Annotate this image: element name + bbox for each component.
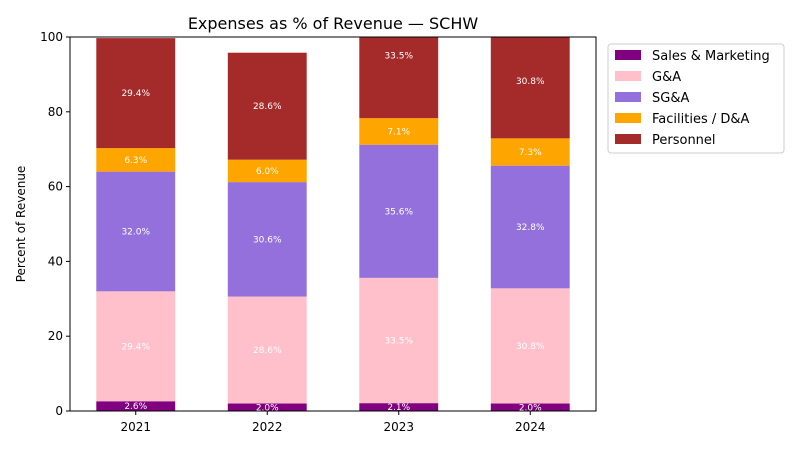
bar-segment-2023-4 <box>359 37 439 119</box>
bar-label-2023-4: 33.5% <box>384 52 413 62</box>
legend: Sales & Marketing G&A SG&A Facilities / D&A… <box>607 43 785 154</box>
x-tick-label: 2024 <box>515 420 546 434</box>
y-tick-label: 60 <box>48 180 63 194</box>
bar-segment-2023-2 <box>359 144 439 278</box>
bar-label-2021-4: 29.4% <box>121 89 150 99</box>
legend-entry: Sales & Marketing <box>652 49 770 64</box>
bar-label-2021-3: 6.3% <box>124 156 147 166</box>
bar-segment-2021-4 <box>96 38 176 149</box>
bar-label-2023-1: 33.5% <box>384 337 413 347</box>
bar-label-2024-0: 2.0% <box>519 403 542 413</box>
y-tick-label: 20 <box>48 329 63 343</box>
x-tick-label: 2023 <box>383 420 414 434</box>
bar-segment-2022-1 <box>227 296 307 404</box>
bar-label-2022-2: 30.6% <box>253 235 282 245</box>
bar-segment-2023-0 <box>359 403 439 411</box>
x-tick-label: 2021 <box>120 420 151 434</box>
bar-segment-2023-1 <box>359 277 439 404</box>
bar-segment-2024-2 <box>490 165 570 289</box>
bar-segment-2023-3 <box>359 118 439 145</box>
legend-swatch <box>615 71 641 81</box>
bar-segment-2022-0 <box>227 403 307 411</box>
legend-entry: Facilities / D&A <box>652 112 750 127</box>
y-tick-label: 100 <box>40 30 63 44</box>
bar-label-2024-1: 30.8% <box>516 342 545 352</box>
legend-swatch <box>615 113 641 123</box>
legend-frame <box>607 43 785 154</box>
legend-entry: SG&A <box>652 91 689 106</box>
bar-segment-2021-2 <box>96 171 176 292</box>
bar-segment-2024-1 <box>490 288 570 404</box>
bar-label-2022-4: 28.6% <box>253 102 282 112</box>
bar-segment-2022-4 <box>227 52 307 160</box>
y-tick-label: 40 <box>48 254 63 268</box>
bar-label-2022-3: 6.0% <box>256 167 279 177</box>
legend-swatch <box>615 134 641 144</box>
legend-swatch <box>615 92 641 102</box>
bar-segment-2024-0 <box>490 403 570 411</box>
legend-swatch <box>615 50 641 60</box>
y-tick-label: 80 <box>48 105 63 119</box>
bar-segment-2022-2 <box>227 182 307 297</box>
y-axis-label: Percent of Revenue <box>14 166 28 283</box>
legend-entry: Personnel <box>652 133 716 148</box>
bar-label-2024-4: 30.8% <box>516 77 545 87</box>
bar-label-2023-2: 35.6% <box>384 207 413 217</box>
plot-frame <box>69 36 597 412</box>
bar-segment-2024-3 <box>490 138 570 166</box>
segment-labels-group: 2.6% 29.4% 32.0% 6.3% 29.4% 2.0% 28.6% 30.6% 6.0… <box>121 52 545 414</box>
y-axis: 0 20 40 60 80 100 <box>40 30 70 418</box>
x-axis: 2021 2022 2023 2024 <box>120 411 546 434</box>
bar-label-2022-1: 28.6% <box>253 346 282 356</box>
bar-segment-2022-3 <box>227 159 307 183</box>
bar-segment-2021-3 <box>96 148 176 172</box>
bar-label-2023-0: 2.1% <box>387 403 410 413</box>
bar-label-2024-3: 7.3% <box>519 148 542 158</box>
bar-label-2021-0: 2.6% <box>124 402 147 412</box>
bar-segment-2021-0 <box>96 401 176 411</box>
chart-title: Expenses as % of Revenue — SCHW <box>188 14 479 33</box>
x-tick-label: 2022 <box>252 420 283 434</box>
bar-label-2021-2: 32.0% <box>121 227 150 237</box>
bar-label-2024-2: 32.8% <box>516 223 545 233</box>
bars-group <box>96 37 570 411</box>
bar-segment-2021-1 <box>96 291 176 402</box>
legend-entry: G&A <box>652 70 681 85</box>
bar-segment-2024-4 <box>490 37 570 139</box>
bar-label-2022-0: 2.0% <box>256 403 279 413</box>
bar-label-2023-3: 7.1% <box>387 127 410 137</box>
bar-label-2021-1: 29.4% <box>121 342 150 352</box>
y-tick-label: 0 <box>55 404 63 418</box>
